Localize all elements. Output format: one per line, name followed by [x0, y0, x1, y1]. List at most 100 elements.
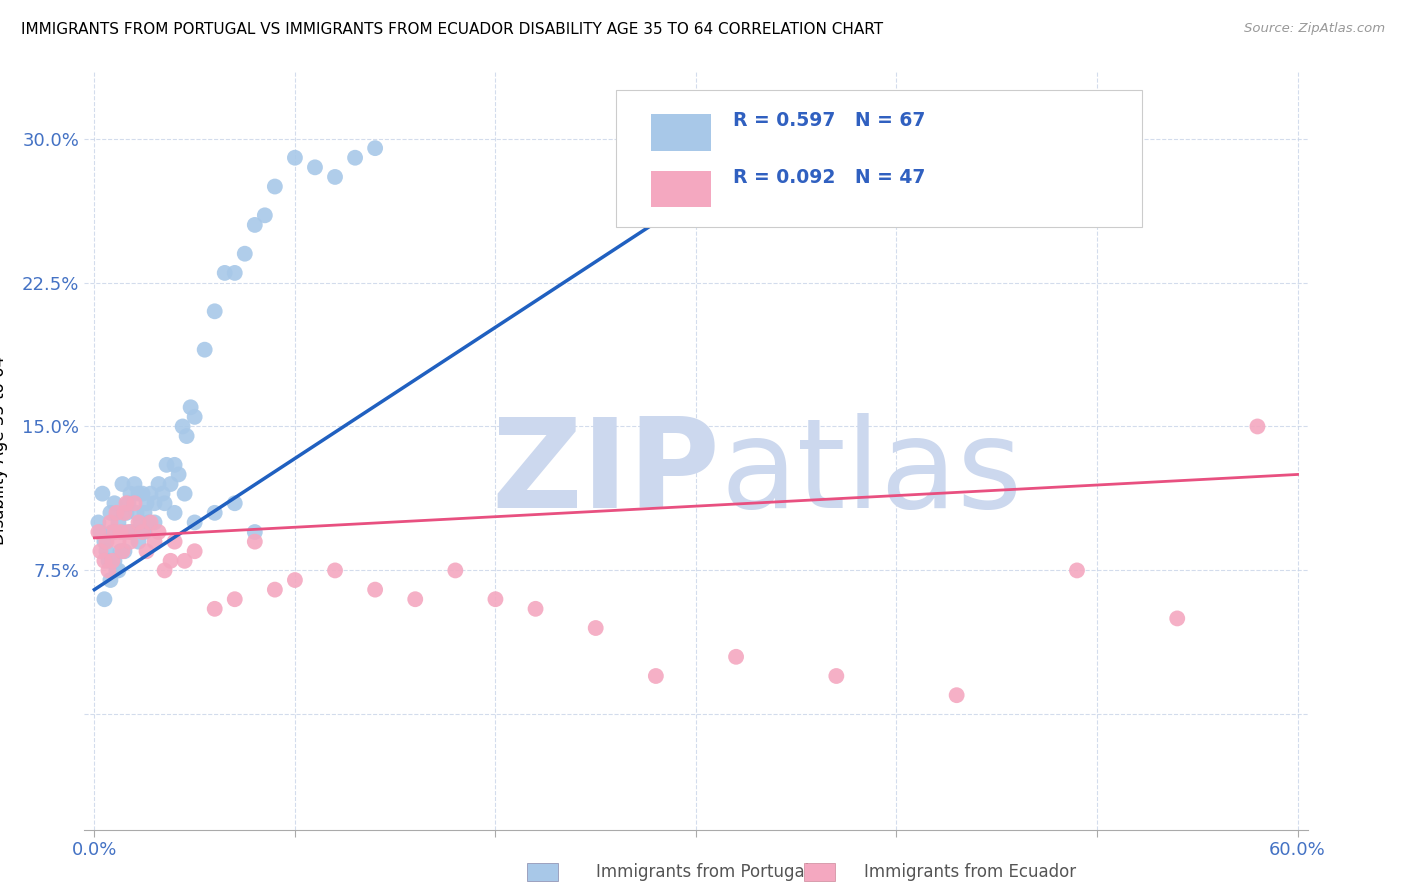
Point [1246, 419, 1268, 434]
Point [159, 477, 181, 491]
Point [173, 554, 195, 568]
Point [404, 592, 426, 607]
Point [148, 477, 170, 491]
Point [233, 246, 256, 260]
Point [134, 506, 156, 520]
Point [93, 592, 115, 607]
Point [87, 524, 110, 539]
Point [107, 563, 129, 577]
Point [183, 544, 205, 558]
Point [101, 554, 124, 568]
Point [243, 524, 266, 539]
Point [224, 592, 246, 607]
Point [172, 419, 194, 434]
Point [253, 208, 276, 222]
Point [111, 544, 134, 558]
Point [163, 458, 186, 472]
Point [100, 573, 122, 587]
Point [87, 516, 110, 530]
Point [111, 477, 134, 491]
Point [364, 141, 387, 155]
Text: R = 0.597   N = 67: R = 0.597 N = 67 [733, 112, 925, 130]
Point [103, 496, 125, 510]
Point [103, 524, 125, 539]
Point [135, 496, 157, 510]
Point [1166, 611, 1188, 625]
Point [143, 534, 166, 549]
Point [114, 544, 136, 558]
Point [180, 401, 202, 415]
Point [204, 602, 226, 616]
Point [97, 554, 120, 568]
Point [89, 524, 111, 539]
Point [143, 516, 166, 530]
Point [204, 506, 226, 520]
FancyBboxPatch shape [651, 114, 710, 151]
Point [155, 458, 177, 472]
Point [194, 343, 217, 357]
Point [131, 524, 153, 539]
FancyBboxPatch shape [616, 90, 1143, 227]
Point [103, 554, 125, 568]
Point [93, 554, 115, 568]
Text: Source: ZipAtlas.com: Source: ZipAtlas.com [1244, 22, 1385, 36]
Point [124, 477, 146, 491]
Point [173, 486, 195, 500]
Point [224, 496, 246, 510]
Point [121, 524, 143, 539]
Point [224, 266, 246, 280]
Point [96, 534, 118, 549]
Point [138, 516, 160, 530]
Point [128, 486, 150, 500]
Point [135, 544, 157, 558]
Point [117, 496, 139, 510]
Point [183, 516, 205, 530]
Point [114, 506, 136, 520]
Point [115, 496, 138, 510]
Point [107, 534, 129, 549]
FancyBboxPatch shape [651, 171, 710, 208]
Point [163, 534, 186, 549]
Point [97, 563, 120, 577]
Text: atlas: atlas [720, 413, 1022, 533]
Point [143, 496, 166, 510]
Point [134, 524, 156, 539]
Point [105, 563, 128, 577]
Point [131, 486, 153, 500]
Text: Immigrants from Portugal: Immigrants from Portugal [596, 863, 810, 881]
Point [101, 524, 124, 539]
Point [284, 151, 307, 165]
Y-axis label: Disability Age 35 to 64: Disability Age 35 to 64 [0, 356, 8, 545]
Point [120, 524, 142, 539]
Text: IMMIGRANTS FROM PORTUGAL VS IMMIGRANTS FROM ECUADOR DISABILITY AGE 35 TO 64 CORR: IMMIGRANTS FROM PORTUGAL VS IMMIGRANTS F… [21, 22, 883, 37]
Point [825, 669, 848, 683]
Point [120, 486, 142, 500]
Point [167, 467, 190, 482]
Point [107, 516, 129, 530]
Point [100, 506, 122, 520]
Point [304, 161, 326, 175]
Point [163, 506, 186, 520]
Point [128, 516, 150, 530]
Point [344, 151, 367, 165]
Point [139, 486, 162, 500]
Point [105, 506, 128, 520]
Point [129, 516, 152, 530]
Point [183, 409, 205, 424]
Point [125, 506, 148, 520]
Point [91, 486, 114, 500]
Point [120, 534, 142, 549]
Point [159, 554, 181, 568]
Point [263, 179, 285, 194]
Point [524, 602, 547, 616]
Point [89, 544, 111, 558]
Point [725, 649, 748, 664]
Point [115, 506, 138, 520]
Point [96, 544, 118, 558]
Point [945, 688, 967, 702]
Point [284, 573, 307, 587]
Point [484, 592, 506, 607]
Point [644, 669, 666, 683]
Point [176, 429, 198, 443]
Point [93, 534, 115, 549]
